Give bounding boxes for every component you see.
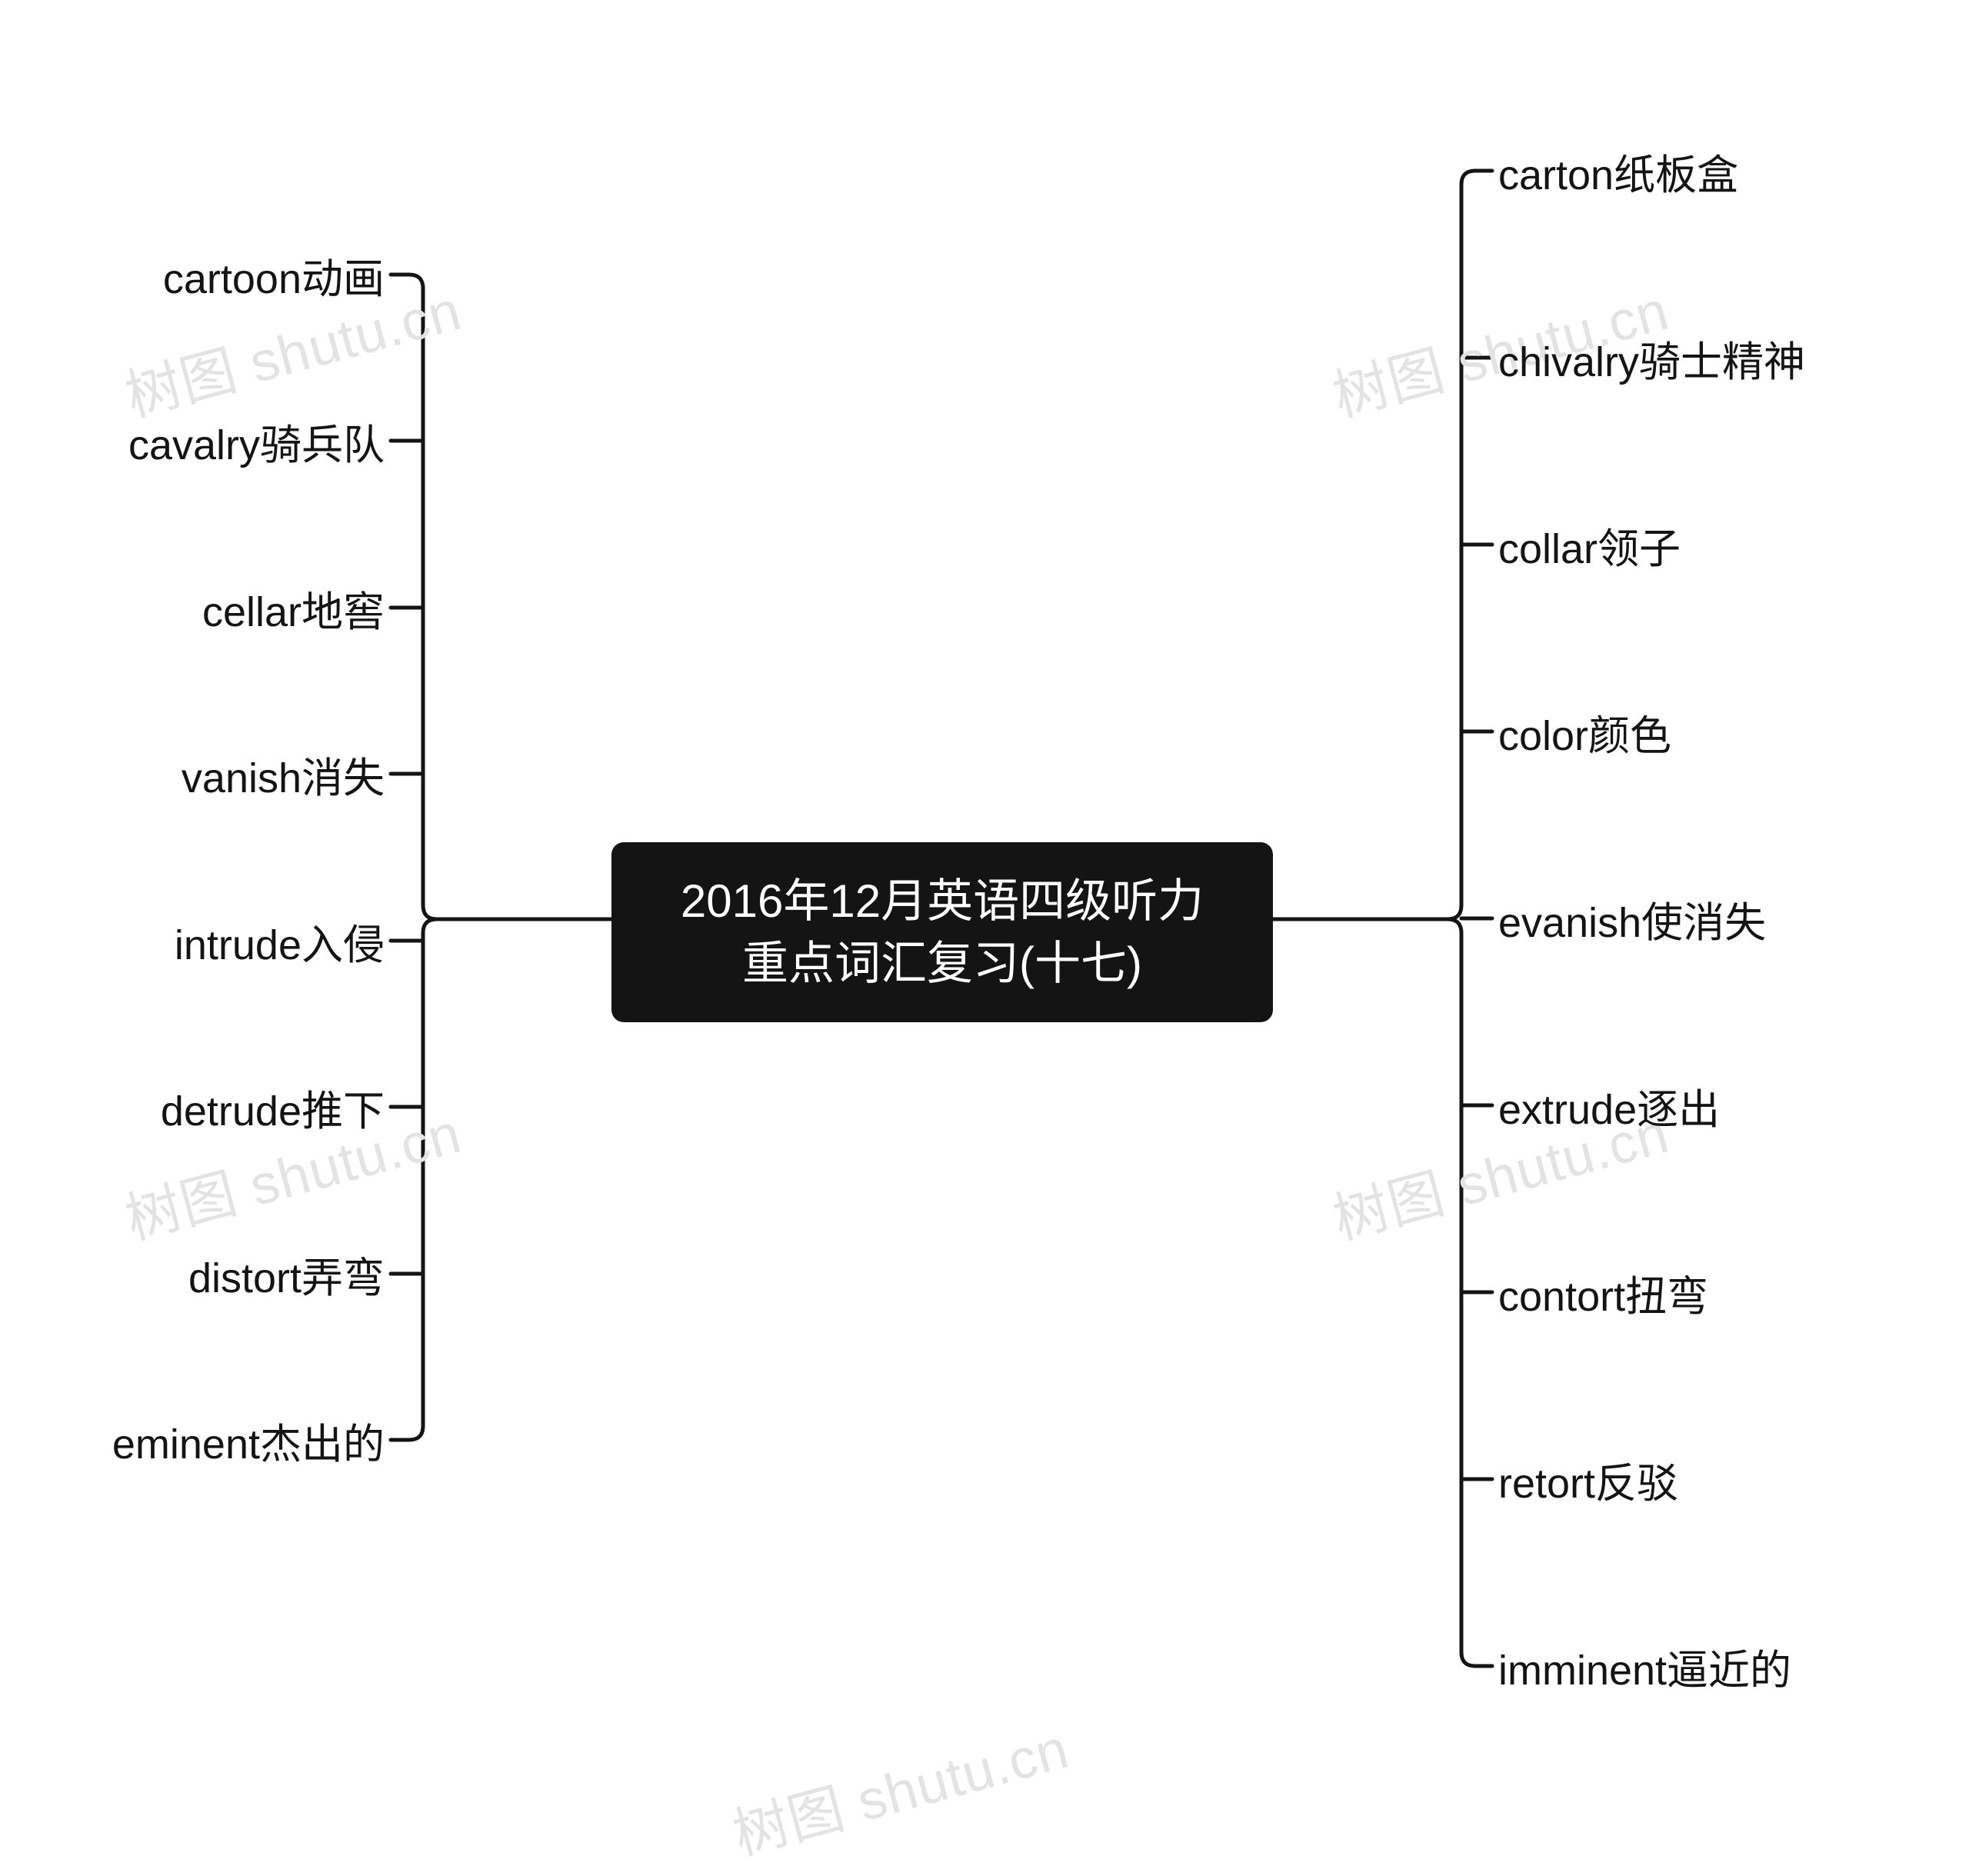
watermark: 树图 shutu.cn [723, 1703, 1076, 1870]
left-leaf: cellar地窖 [202, 578, 385, 638]
right-leaf: contort扭弯 [1498, 1262, 1708, 1323]
left-leaf: intrude入侵 [175, 911, 385, 971]
left-leaf: vanish消失 [182, 744, 385, 805]
right-leaf: color颜色 [1498, 701, 1671, 762]
left-leaf: detrude推下 [161, 1077, 385, 1138]
center-line-2: 重点词汇复习(十七) [648, 932, 1236, 995]
left-leaf: eminent杰出的 [112, 1410, 385, 1471]
center-line-1: 2016年12月英语四级听力 [648, 870, 1236, 932]
right-leaf: chivalry骑士精神 [1498, 328, 1805, 388]
right-leaf: evanish使消失 [1498, 888, 1766, 949]
right-leaf: carton纸板盒 [1498, 141, 1738, 202]
center-node: 2016年12月英语四级听力 重点词汇复习(十七) [611, 842, 1273, 1022]
right-leaf: imminent逼近的 [1498, 1636, 1791, 1697]
right-leaf: retort反驳 [1498, 1449, 1678, 1510]
right-leaf: extrude逐出 [1498, 1075, 1720, 1136]
right-leaf: collar领子 [1498, 515, 1681, 575]
left-leaf: cavalry骑兵队 [128, 411, 385, 471]
mindmap-canvas: 2016年12月英语四级听力 重点词汇复习(十七) 树图 shutu.cn树图 … [0, 0, 1969, 1876]
left-leaf: distort弄弯 [188, 1244, 385, 1305]
left-leaf: cartoon动画 [163, 245, 385, 305]
